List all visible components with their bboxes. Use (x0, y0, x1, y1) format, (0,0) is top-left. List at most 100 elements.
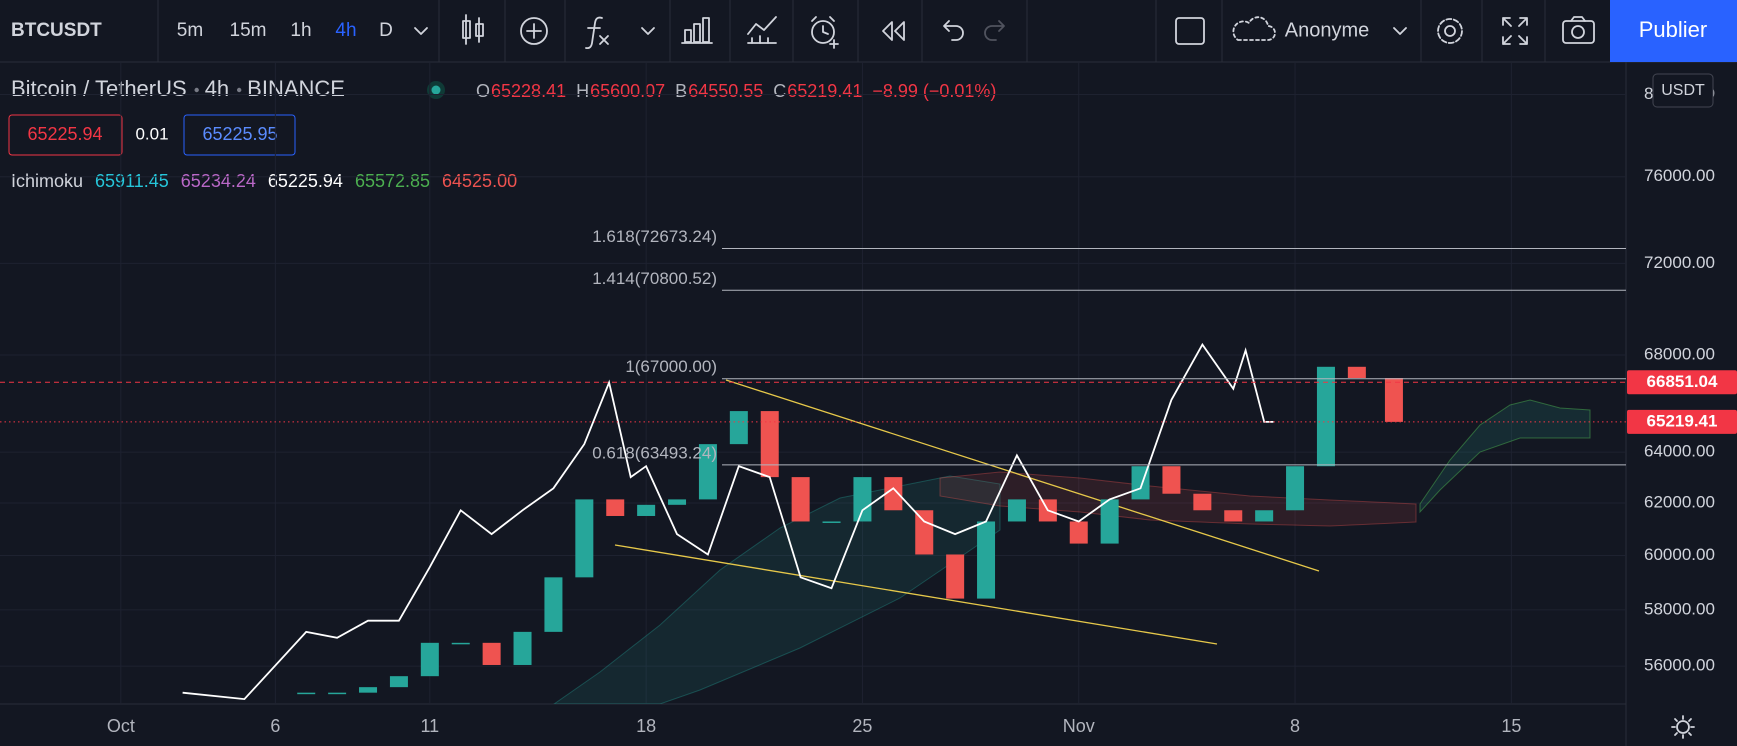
ohlc-key: O (476, 81, 490, 101)
interval[interactable]: 15m (230, 20, 267, 41)
settings-button[interactable] (1437, 18, 1463, 44)
spread: 0.01 (135, 124, 168, 143)
y-tick-label: 68000.00 (1644, 344, 1715, 363)
indicator-value: 65225.94 (268, 171, 343, 191)
candle (389, 676, 408, 688)
x-tick-label: 11 (420, 716, 439, 736)
x-tick-label: 25 (852, 716, 872, 736)
alert-button[interactable] (811, 16, 839, 49)
user-name[interactable]: Anonyme (1285, 19, 1370, 41)
candle (1316, 366, 1335, 467)
interval[interactable]: 5m (177, 20, 203, 41)
candle (359, 687, 378, 693)
symbol-title: Bitcoin / TetherUS (11, 76, 187, 101)
candle (1193, 493, 1212, 511)
indicators-button[interactable] (585, 16, 609, 50)
compare-button[interactable] (520, 17, 548, 45)
candle (420, 642, 439, 677)
redo-button[interactable] (984, 20, 1005, 41)
y-tick-label: 58000.00 (1644, 599, 1715, 618)
trend-line (614, 544, 1218, 645)
publish-label[interactable]: Publier (1639, 17, 1707, 42)
interval[interactable]: D (379, 20, 393, 41)
candle (729, 411, 748, 445)
sell-price[interactable]: 65225.94 (27, 124, 102, 144)
user-menu[interactable] (1393, 27, 1407, 35)
interval-menu[interactable] (414, 27, 428, 35)
publish-button[interactable] (1610, 0, 1737, 62)
fib-label: 1.414(70800.52) (592, 269, 717, 288)
plot-area (182, 342, 1591, 704)
candle (1007, 499, 1026, 522)
candle (297, 692, 316, 695)
fullscreen-button[interactable] (1502, 17, 1528, 45)
ichimoku-cloud (553, 475, 1001, 704)
candle (760, 411, 779, 478)
candle (884, 477, 903, 511)
candle (1286, 466, 1305, 511)
currency-label[interactable]: USDT (1661, 82, 1705, 99)
buy-box[interactable] (183, 114, 296, 156)
x-tick-label: 18 (636, 716, 656, 736)
candle (915, 510, 934, 555)
interval-label: 4h (205, 76, 229, 101)
candle (637, 504, 656, 516)
candle (1069, 521, 1088, 544)
candle (822, 521, 841, 523)
indicator-value: 64525.00 (442, 171, 517, 191)
fib-label: 1.618(72673.24) (592, 227, 717, 246)
candle (668, 499, 687, 505)
currency-badge[interactable] (1652, 73, 1714, 108)
undo-button[interactable] (943, 20, 964, 41)
ohlc-value: 64550.55 (688, 81, 763, 101)
candle (606, 499, 625, 516)
indicators-menu[interactable] (641, 27, 655, 35)
symbol[interactable]: BTCUSDT (11, 20, 102, 41)
candle (451, 642, 470, 645)
interval[interactable]: 1h (290, 20, 311, 41)
candle (482, 642, 501, 665)
x-tick-label: Oct (107, 716, 135, 736)
x-tick-label: 15 (1501, 716, 1521, 736)
candle (1100, 499, 1119, 544)
y-tick-label: 56000.00 (1644, 656, 1715, 675)
candle (328, 692, 347, 695)
market-status-dot (431, 85, 441, 95)
y-tick-label: 62000.00 (1644, 492, 1715, 511)
candle (1347, 366, 1366, 378)
cloud-icon (1232, 16, 1276, 41)
buy-price[interactable]: 65225.95 (202, 124, 277, 144)
candle (1224, 510, 1243, 522)
screenshot-button[interactable] (1562, 16, 1595, 44)
price-label-box (1627, 370, 1737, 395)
replay-button[interactable] (882, 21, 905, 41)
time-axis-settings[interactable] (1671, 715, 1695, 739)
x-tick-label: Nov (1063, 716, 1095, 736)
indicator-value: 65911.45 (95, 171, 169, 191)
candle (1255, 510, 1274, 522)
candle (1384, 377, 1403, 422)
price-label: 65219.41 (1647, 411, 1718, 430)
ichimoku-cloud (939, 471, 1417, 527)
chart-type-button[interactable] (462, 14, 484, 45)
fib-label: 1(67000.00) (625, 357, 717, 376)
sell-box[interactable] (8, 114, 123, 156)
layout-button[interactable] (1175, 17, 1205, 45)
candle (544, 577, 563, 632)
candle (575, 499, 594, 578)
templates-button[interactable] (681, 17, 713, 44)
ohlc-value: 65228.41 (491, 81, 566, 101)
separator-dot (236, 87, 242, 93)
strategy-button[interactable] (747, 16, 777, 44)
candle (1162, 466, 1181, 494)
indicator-value: 65572.85 (355, 171, 430, 191)
candle (698, 444, 717, 500)
x-tick-label: 6 (270, 716, 280, 736)
ohlc-key: C (773, 81, 786, 101)
ohlc-key: H (576, 81, 589, 101)
interval[interactable]: 4h (335, 20, 356, 41)
